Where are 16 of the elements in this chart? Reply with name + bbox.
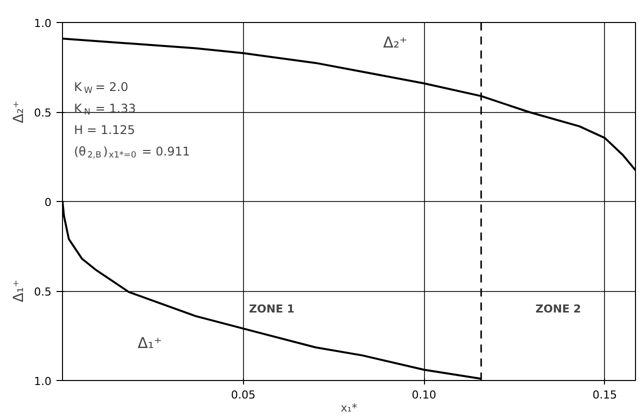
x-axis-title: x₁* (340, 402, 358, 414)
y-tick-label: 1.0 (34, 375, 52, 388)
x-tick-label: 0.10 (412, 388, 436, 402)
y-tick-label: 0 (44, 196, 52, 209)
annotation: H = 1.125 (74, 122, 136, 137)
x-tick-label: 0.15 (592, 388, 618, 402)
y-tick-label: 0.5 (34, 106, 52, 120)
text: Δ₁⁺ (11, 280, 27, 302)
x-tick-label: 0.05 (231, 388, 256, 402)
y-tick-label: 1.0 (34, 17, 52, 30)
annotation: ZONE 1 (249, 302, 295, 316)
series-label: Δ₁⁺ (138, 334, 162, 352)
series-label: Δ₂⁺ (383, 33, 408, 52)
y-tick-label: 0.5 (34, 286, 52, 298)
y-axis-title: Δ₂⁺ (11, 100, 27, 124)
annotation: ZONE 2 (536, 302, 582, 316)
